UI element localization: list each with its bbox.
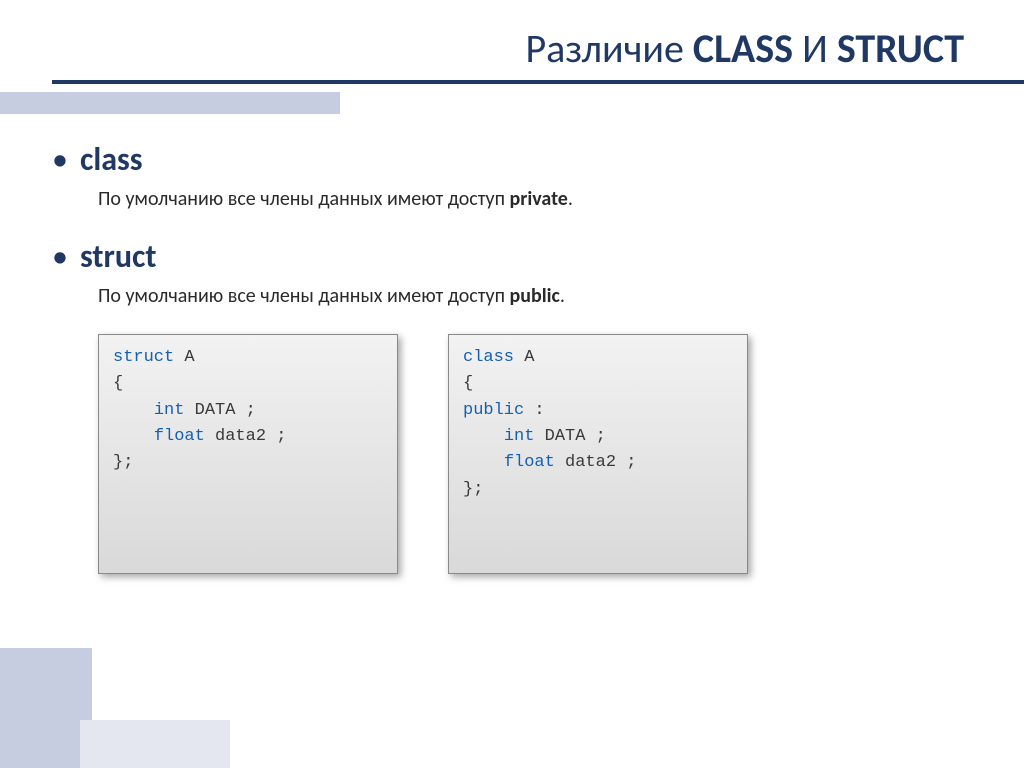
code-line: STRUCT A bbox=[113, 345, 383, 371]
bullet-dot: • bbox=[52, 144, 68, 176]
title-word2: STRUCT bbox=[837, 24, 964, 73]
content-area: • class По умолчанию все члены данных им… bbox=[52, 140, 972, 574]
divider-light bbox=[0, 92, 340, 114]
code-keyword: PUBLIC bbox=[463, 401, 524, 420]
class-text-prefix: По умолчанию все члены данных имеют дост… bbox=[98, 187, 510, 211]
code-rest: DATA ; bbox=[534, 427, 605, 446]
code-line: CLASS A bbox=[463, 345, 733, 371]
code-rest: data2 ; bbox=[555, 453, 637, 472]
code-rest: : bbox=[524, 401, 544, 420]
class-text-bold: private bbox=[510, 187, 568, 211]
code-keyword: STRUCT bbox=[113, 348, 174, 367]
section-struct-text: По умолчанию все члены данных имеют дост… bbox=[98, 284, 972, 308]
title-prefix: Различие bbox=[525, 24, 692, 73]
code-keyword: INT bbox=[154, 401, 185, 420]
title-mid: И bbox=[793, 24, 837, 73]
class-text-suffix: . bbox=[568, 187, 573, 211]
code-keyword: FLOAT bbox=[504, 453, 555, 472]
code-ident: A bbox=[514, 348, 534, 367]
code-line: INT DATA ; bbox=[113, 398, 383, 424]
struct-text-prefix: По умолчанию все члены данных имеют дост… bbox=[98, 284, 510, 308]
code-line: FLOAT data2 ; bbox=[463, 450, 733, 476]
decor-box-bottom bbox=[80, 720, 230, 768]
heading-class: class bbox=[80, 140, 143, 179]
title-word1: CLASS bbox=[693, 24, 793, 73]
code-keyword: FLOAT bbox=[154, 427, 205, 446]
code-line: { bbox=[113, 371, 383, 397]
divider-dark bbox=[52, 80, 1024, 84]
code-box-class: CLASS A { PUBLIC : INT DATA ; FLOAT data… bbox=[448, 334, 748, 574]
heading-struct: struct bbox=[80, 237, 157, 276]
code-box-struct: STRUCT A { INT DATA ; FLOAT data2 ; }; bbox=[98, 334, 398, 574]
section-class-text: По умолчанию все члены данных имеют дост… bbox=[98, 187, 972, 211]
section-class-heading: • class bbox=[52, 140, 972, 179]
code-ident: A bbox=[174, 348, 194, 367]
code-line: }; bbox=[463, 477, 733, 503]
slide-title: Различие CLASS И STRUCT bbox=[0, 0, 1024, 83]
code-line: PUBLIC : bbox=[463, 398, 733, 424]
struct-text-bold: public bbox=[510, 284, 560, 308]
section-struct-heading: • struct bbox=[52, 237, 972, 276]
bullet-dot: • bbox=[52, 241, 68, 273]
code-line: FLOAT data2 ; bbox=[113, 424, 383, 450]
struct-text-suffix: . bbox=[560, 284, 565, 308]
code-rest: DATA ; bbox=[184, 401, 255, 420]
code-keyword: INT bbox=[504, 427, 535, 446]
code-row: STRUCT A { INT DATA ; FLOAT data2 ; }; C… bbox=[98, 334, 972, 574]
code-line: INT DATA ; bbox=[463, 424, 733, 450]
code-line: }; bbox=[113, 450, 383, 476]
decor-box-left bbox=[0, 648, 92, 768]
code-keyword: CLASS bbox=[463, 348, 514, 367]
code-line: { bbox=[463, 371, 733, 397]
code-rest: data2 ; bbox=[205, 427, 287, 446]
